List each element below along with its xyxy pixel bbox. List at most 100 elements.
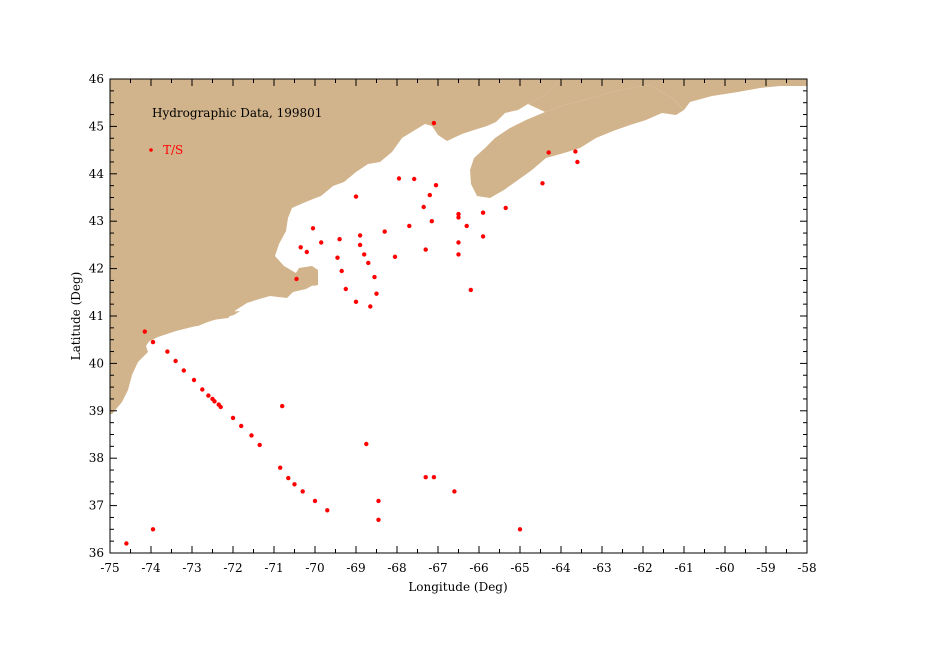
station-point [382, 229, 387, 234]
x-tick-label: -61 [674, 561, 693, 575]
x-tick-label: -68 [387, 561, 406, 575]
station-point [431, 120, 437, 126]
station-point [249, 433, 254, 438]
y-tick-label: 36 [89, 546, 104, 560]
station-point [376, 517, 381, 522]
station-point [376, 498, 381, 504]
station-point [206, 393, 211, 398]
station-point [456, 211, 461, 217]
land-nova-scotia [470, 85, 684, 198]
station-point [325, 508, 330, 513]
station-point [573, 149, 578, 154]
x-tick-label: -59 [756, 561, 775, 575]
legend: T/S [149, 143, 183, 157]
x-tick-label: -71 [264, 561, 283, 575]
x-tick-label: -69 [346, 561, 365, 575]
x-tick-label: -73 [182, 561, 201, 575]
station-point [304, 249, 309, 255]
station-point [503, 205, 508, 211]
station-point [374, 291, 379, 296]
station-point [423, 475, 428, 480]
x-tick-label: -70 [305, 561, 324, 575]
station-point [540, 181, 545, 186]
station-point [191, 377, 197, 383]
station-point [368, 304, 373, 309]
station-point [480, 234, 486, 239]
y-tick-label: 40 [89, 356, 104, 370]
station-point [353, 299, 359, 304]
station-point [343, 286, 348, 292]
station-point [431, 475, 437, 480]
land-cape-cod [294, 266, 318, 286]
station-point [456, 215, 461, 220]
station-point [212, 399, 217, 404]
station-point [257, 442, 262, 448]
legend-label: T/S [163, 143, 183, 157]
station-point [366, 260, 371, 266]
land-mainland [110, 79, 560, 414]
station-point [427, 192, 432, 198]
station-point [292, 482, 297, 487]
x-tick-label: -65 [510, 561, 529, 575]
x-tick-labels: -75 -74 -73 -72 -71 -70 -69 -68 -67 -66 -65 -64 -63 -… [100, 561, 816, 575]
station-point [396, 176, 402, 181]
station-point [319, 240, 324, 245]
land-long-island [146, 311, 240, 342]
x-tick-label: -72 [223, 561, 242, 575]
x-tick-label: -63 [592, 561, 611, 575]
y-tick-label: 42 [89, 262, 104, 276]
station-point [456, 252, 461, 257]
station-point [230, 415, 236, 421]
station-point [575, 159, 580, 165]
station-point [298, 245, 303, 250]
axis-ticks [109, 78, 808, 554]
x-tick-label: -64 [551, 561, 571, 575]
station-point [464, 223, 469, 229]
station-point [165, 349, 170, 354]
x-tick-label: -75 [100, 561, 119, 575]
station-point [468, 287, 473, 293]
y-tick-label: 46 [89, 72, 104, 86]
station-point [429, 219, 434, 224]
legend-marker [149, 148, 153, 152]
station-point [286, 475, 291, 481]
y-tick-label: 43 [89, 214, 104, 228]
y-tick-label: 38 [89, 451, 104, 465]
station-point [353, 194, 359, 199]
station-point [280, 403, 285, 409]
station-point [362, 252, 367, 257]
station-point [421, 204, 426, 210]
station-point [412, 176, 417, 182]
x-tick-label: -67 [428, 561, 447, 575]
station-point [150, 527, 156, 532]
station-point [456, 240, 461, 245]
station-point [364, 441, 369, 447]
land-pei [585, 80, 630, 89]
station-point [218, 404, 223, 410]
y-tick-label: 41 [89, 309, 104, 323]
station-point [294, 276, 299, 282]
x-tick-label: -62 [633, 561, 652, 575]
station-point [433, 183, 439, 188]
x-axis-label: Longitude (Deg) [408, 580, 507, 594]
station-point [312, 498, 318, 504]
station-point [181, 368, 186, 373]
x-tick-label: -58 [797, 561, 816, 575]
y-tick-label: 39 [89, 404, 104, 418]
station-point [392, 254, 398, 259]
station-point [372, 274, 377, 280]
station-point [339, 268, 344, 274]
y-tick-label: 45 [89, 119, 104, 133]
station-point [335, 255, 340, 260]
y-tick-labels: 36 37 38 39 40 41 42 43 44 45 46 [89, 72, 105, 560]
station-point [300, 489, 305, 494]
station-point [517, 527, 523, 532]
y-tick-label: 44 [89, 167, 105, 181]
station-point [150, 339, 156, 345]
station-point [357, 233, 363, 238]
y-axis-label: Latitude (Deg) [69, 272, 83, 361]
data-points [124, 120, 580, 546]
station-point [142, 329, 147, 334]
station-point [337, 237, 342, 242]
